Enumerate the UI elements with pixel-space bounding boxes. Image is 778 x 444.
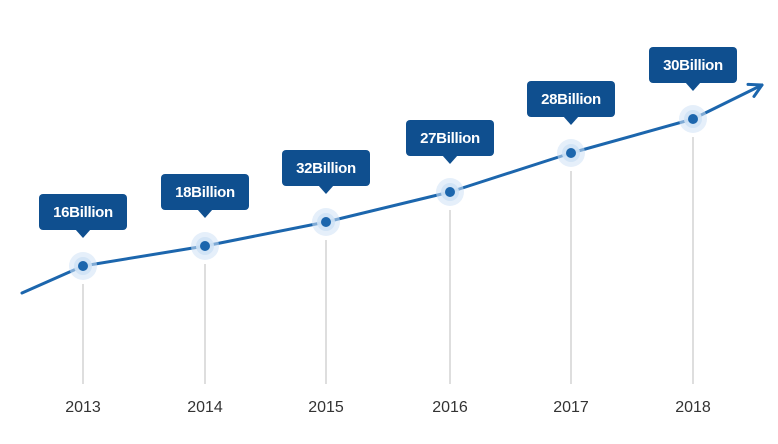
data-label: 30Billion	[663, 57, 723, 74]
point-dot	[321, 217, 331, 227]
x-tick-label: 2018	[675, 399, 711, 416]
callout-box	[527, 81, 615, 117]
trend-arrow-icon	[746, 82, 764, 98]
data-point	[69, 252, 97, 280]
x-axis-ticks: 2013 2014 2015 2016 2017 2018	[65, 399, 711, 416]
data-label: 27Billion	[420, 130, 480, 147]
data-label: 16Billion	[53, 204, 113, 221]
trend-line	[20, 83, 764, 295]
data-label: 28Billion	[541, 91, 601, 108]
data-label: 32Billion	[296, 160, 356, 177]
callout-pointer	[685, 82, 701, 91]
point-dot	[78, 261, 88, 271]
data-label-callout: 27Billion	[406, 120, 494, 164]
x-tick-label: 2016	[432, 399, 468, 416]
data-point	[191, 232, 219, 260]
data-points	[69, 105, 707, 280]
data-point	[436, 178, 464, 206]
guide-lines	[82, 137, 694, 384]
callout-pointer	[318, 185, 334, 194]
callout-box	[649, 47, 737, 83]
data-labels: 16Billion 18Billion 32Billion 27Billion 28Bi…	[39, 47, 737, 238]
data-point	[679, 105, 707, 133]
data-point	[312, 208, 340, 236]
point-dot	[445, 187, 455, 197]
callout-pointer	[197, 209, 213, 218]
callout-box	[39, 194, 127, 230]
callout-pointer	[563, 116, 579, 125]
data-label-callout: 28Billion	[527, 81, 615, 125]
x-tick-label: 2013	[65, 399, 101, 416]
callout-box	[282, 150, 370, 186]
point-dot	[566, 148, 576, 158]
x-tick-label: 2015	[308, 399, 344, 416]
data-label-callout: 18Billion	[161, 174, 249, 218]
callout-box	[161, 174, 249, 210]
callout-pointer	[75, 229, 91, 238]
x-tick-label: 2014	[187, 399, 223, 416]
data-label: 18Billion	[175, 184, 235, 201]
point-dot	[200, 241, 210, 251]
data-label-callout: 32Billion	[282, 150, 370, 194]
data-point	[557, 139, 585, 167]
callout-box	[406, 120, 494, 156]
callout-pointer	[442, 155, 458, 164]
data-label-callout: 16Billion	[39, 194, 127, 238]
data-label-callout: 30Billion	[649, 47, 737, 91]
x-tick-label: 2017	[553, 399, 589, 416]
point-dot	[688, 114, 698, 124]
